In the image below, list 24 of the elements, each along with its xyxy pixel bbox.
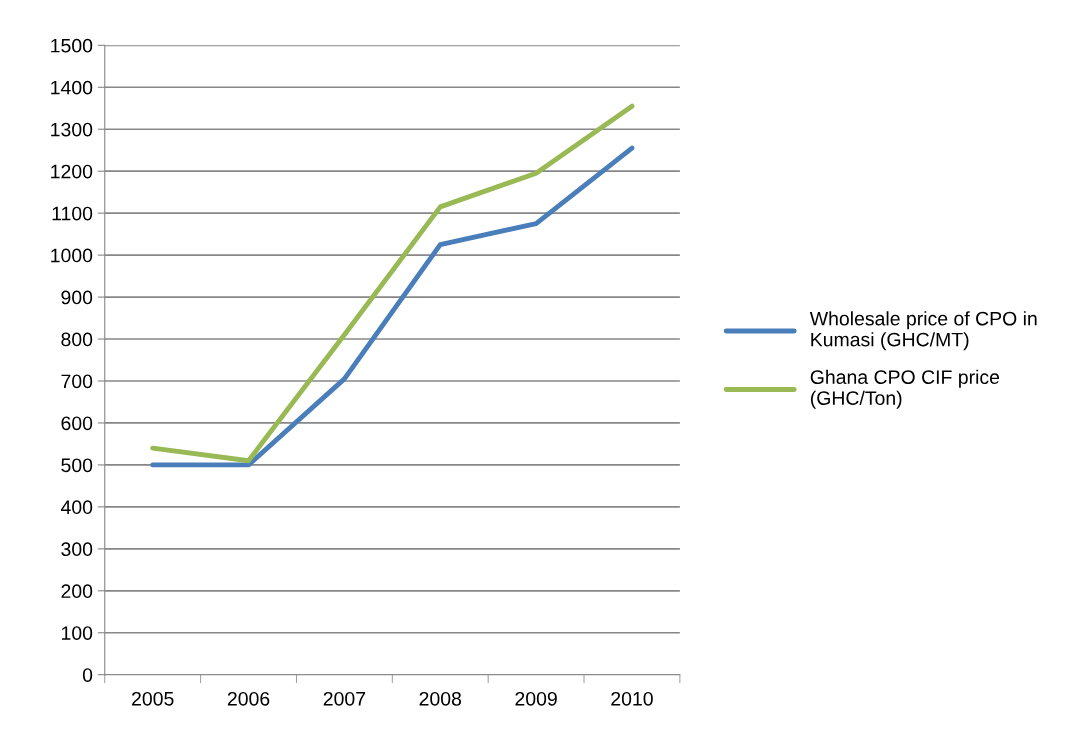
y-tick-label: 1100 — [52, 206, 93, 221]
x-tick-label: 2006 — [227, 691, 270, 706]
x-tick-label: 2009 — [515, 691, 557, 706]
y-tick-label: 300 — [61, 542, 93, 557]
y-tick-label: 800 — [61, 332, 93, 347]
y-tick-label: 400 — [60, 500, 93, 515]
x-tick-label: 2008 — [419, 691, 462, 706]
y-tick-label: 500 — [61, 458, 93, 473]
x-tick-label: 2010 — [611, 691, 653, 706]
legend-label: Ghana CPO CIF price (GHC/Ton) — [810, 369, 1000, 409]
legend-label: Wholesale price of CPO in Kumasi (GHC/MT) — [809, 311, 1037, 351]
x-tick-label: 2007 — [323, 691, 366, 706]
y-tick-label: 1000 — [51, 248, 93, 263]
y-tick-label: 100 — [62, 626, 93, 640]
y-tick-label: 600 — [61, 416, 93, 431]
y-tick-label: 1400 — [51, 80, 93, 95]
y-tick-label: 700 — [61, 374, 93, 389]
y-tick-label: 1300 — [51, 122, 93, 137]
x-tick-label: 2005 — [132, 691, 174, 706]
y-tick-label: 0 — [82, 668, 93, 682]
y-tick-label: 200 — [61, 584, 93, 599]
y-tick-label: 900 — [61, 290, 93, 305]
y-tick-label: 1500 — [51, 38, 93, 53]
y-tick-label: 1200 — [51, 164, 93, 179]
